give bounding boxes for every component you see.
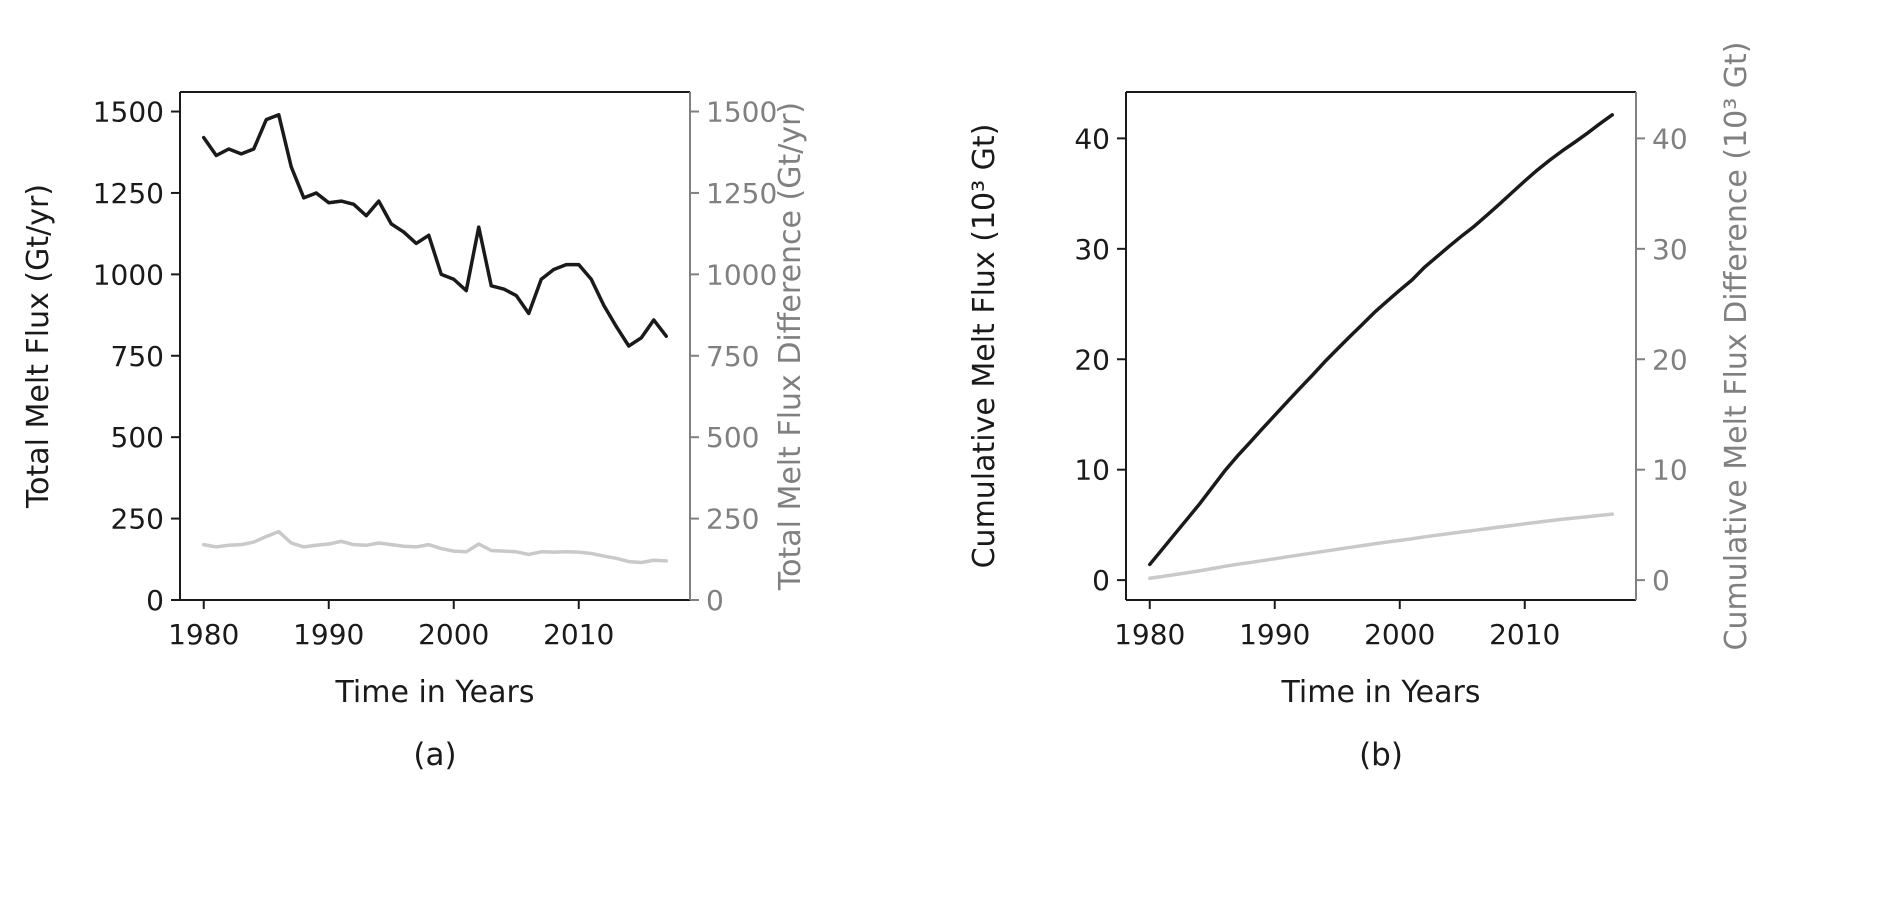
y-tick-label-left: 0: [1092, 564, 1110, 597]
y-tick-label-left: 1000: [93, 258, 164, 291]
y-axis-title-left: Cumulative Melt Flux (10³ Gt): [967, 124, 1002, 569]
x-tick-label: 2000: [1364, 618, 1435, 651]
y-axis-title-right: Cumulative Melt Flux Difference (10³ Gt): [1719, 42, 1754, 651]
series-line-cumulative-melt-flux: [1148, 113, 1614, 567]
x-tick-label: 1980: [168, 618, 239, 651]
y-tick-label-right: 40: [1652, 122, 1688, 155]
y-axis-title-left: Total Melt Flux (Gt/yr): [21, 184, 56, 509]
y-tick-label-right: 1000: [706, 258, 777, 291]
series-line-total-melt-flux: [202, 113, 668, 348]
x-tick-label: 2010: [1489, 618, 1560, 651]
panel-b: 0 0 10 10 20 20 30 30 40 40 1980 1990 2000 2010 Cumula…: [967, 42, 1754, 773]
x-tick-label: 2000: [418, 618, 489, 651]
y-tick-label-left: 750: [111, 340, 164, 373]
series-line-cumulative-melt-flux-difference: [1148, 512, 1614, 580]
y-tick-label-left: 40: [1074, 122, 1110, 155]
y-tick-label-left: 30: [1074, 233, 1110, 266]
y-tick-label-right: 250: [706, 503, 759, 536]
y-tick-label-right: 0: [706, 584, 724, 617]
x-tick-label: 1980: [1114, 618, 1185, 651]
y-tick-label-left: 1250: [93, 177, 164, 210]
x-tick-label: 1990: [1239, 618, 1310, 651]
y-tick-label-left: 20: [1074, 343, 1110, 376]
panel-a: 0 0 250 250 500 500 750 750 1000 1000 1250 1250 1500…: [21, 91, 808, 773]
y-axis-title-right: Total Melt Flux Difference (Gt/yr): [773, 102, 808, 591]
x-axis-title: Time in Years: [335, 675, 535, 710]
y-tick-label-right: 750: [706, 340, 759, 373]
y-tick-label-right: 0: [1652, 564, 1670, 597]
y-tick-label-right: 1250: [706, 177, 777, 210]
series-line-total-melt-flux-difference: [202, 529, 668, 565]
y-tick-label-right: 500: [706, 421, 759, 454]
y-tick-label-right: 1500: [706, 96, 777, 129]
subfigure-caption: (a): [413, 737, 456, 773]
x-tick-label: 1990: [293, 618, 364, 651]
y-tick-label-left: 10: [1074, 454, 1110, 487]
subfigure-caption: (b): [1359, 737, 1403, 773]
y-tick-label-right: 20: [1652, 343, 1688, 376]
y-tick-label-left: 250: [111, 503, 164, 536]
x-tick-label: 2010: [543, 618, 614, 651]
y-tick-label-right: 30: [1652, 233, 1688, 266]
y-tick-label-left: 1500: [93, 96, 164, 129]
y-tick-label-left: 500: [111, 421, 164, 454]
y-tick-label-left: 0: [146, 584, 164, 617]
x-axis-title: Time in Years: [1281, 675, 1481, 710]
y-tick-label-right: 10: [1652, 454, 1688, 487]
